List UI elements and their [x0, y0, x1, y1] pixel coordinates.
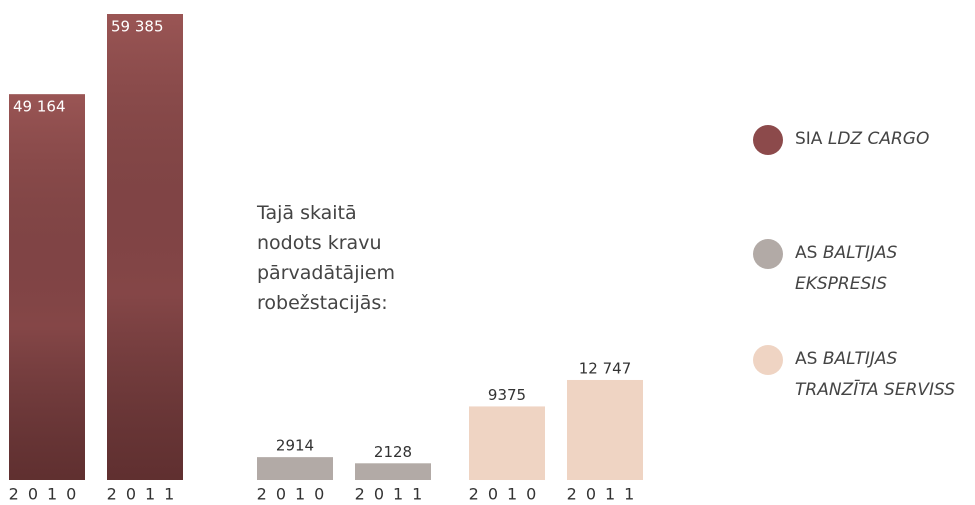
- legend-label: AS BALTIJAS TRANZĪTA SERVISS: [795, 349, 956, 400]
- annotation: Tajā skaitā nodots kravu pārvadātājiem r…: [257, 202, 395, 314]
- bar: [469, 406, 545, 480]
- bar-texture: [107, 14, 183, 480]
- legend-swatch: [753, 125, 783, 155]
- legend-label: SIA LDZ CARGO: [795, 129, 930, 149]
- value-label: 49 164: [13, 98, 66, 116]
- x-tick-label: 2011: [567, 485, 644, 504]
- legend-label: AS BALTIJAS EKSPRESIS: [795, 243, 898, 294]
- x-tick-label: 2011: [107, 485, 184, 504]
- bar: [257, 457, 333, 480]
- value-label: 12 747: [579, 359, 632, 377]
- legend-swatch: [753, 345, 783, 375]
- x-tick-label: 2011: [355, 485, 432, 504]
- value-label: 9375: [488, 386, 526, 404]
- bar: [355, 463, 431, 480]
- bar-texture: [9, 94, 85, 480]
- value-label: 2914: [276, 437, 314, 455]
- x-tick-label: 2010: [469, 485, 546, 504]
- legend-swatch: [753, 239, 783, 269]
- value-label: 2128: [374, 443, 412, 461]
- bar: [567, 379, 643, 480]
- x-tick-label: 2010: [257, 485, 334, 504]
- x-tick-label: 2010: [9, 485, 86, 504]
- value-label: 59 385: [111, 18, 164, 36]
